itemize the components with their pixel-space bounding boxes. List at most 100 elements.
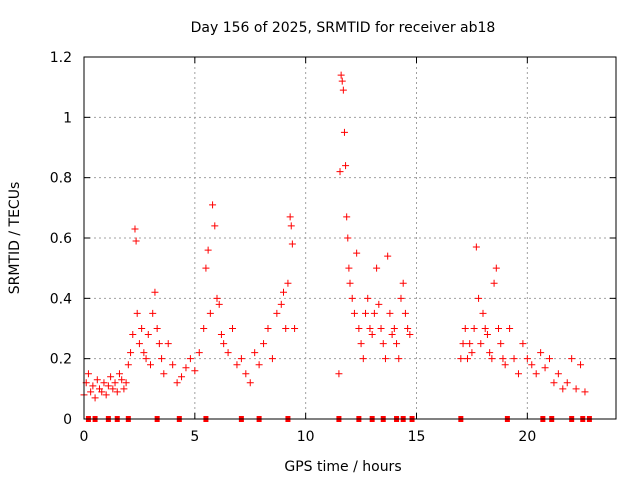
data-point bbox=[273, 309, 281, 317]
data-point bbox=[87, 388, 95, 396]
data-point bbox=[477, 340, 485, 348]
x-axis-label: GPS time / hours bbox=[284, 459, 401, 475]
data-point bbox=[288, 240, 296, 248]
data-point bbox=[336, 168, 344, 176]
data-point bbox=[340, 128, 348, 136]
data-points bbox=[80, 71, 589, 402]
data-point bbox=[401, 309, 409, 317]
x-tick-label: 20 bbox=[518, 429, 536, 445]
data-point bbox=[406, 331, 414, 339]
data-point bbox=[568, 355, 576, 363]
data-point bbox=[499, 355, 507, 363]
data-point bbox=[242, 370, 250, 378]
data-point bbox=[132, 237, 140, 245]
data-point bbox=[541, 364, 549, 372]
data-point bbox=[155, 340, 163, 348]
data-point bbox=[395, 355, 403, 363]
data-point bbox=[483, 331, 491, 339]
data-point bbox=[368, 331, 376, 339]
data-point bbox=[397, 294, 405, 302]
data-point bbox=[260, 340, 268, 348]
data-point bbox=[514, 370, 522, 378]
y-tick-label: 0.4 bbox=[50, 291, 72, 307]
data-point bbox=[173, 379, 181, 387]
data-point bbox=[381, 355, 389, 363]
data-point bbox=[107, 373, 115, 381]
data-point bbox=[343, 213, 351, 221]
data-point bbox=[338, 77, 346, 85]
y-tick-label: 0.2 bbox=[50, 352, 72, 368]
data-point bbox=[127, 349, 135, 357]
data-point bbox=[149, 309, 157, 317]
data-point bbox=[350, 309, 358, 317]
data-point bbox=[532, 370, 540, 378]
data-point bbox=[264, 325, 272, 332]
data-point bbox=[370, 309, 378, 317]
data-point bbox=[506, 325, 514, 332]
data-point bbox=[364, 294, 372, 302]
data-point bbox=[178, 373, 186, 381]
data-point bbox=[399, 279, 407, 287]
y-tick-label: 0 bbox=[63, 412, 72, 428]
data-point bbox=[362, 309, 370, 317]
data-point bbox=[528, 361, 536, 369]
data-point bbox=[339, 86, 347, 94]
data-point bbox=[475, 294, 483, 302]
data-point bbox=[366, 325, 374, 332]
data-point bbox=[220, 340, 228, 348]
data-point bbox=[158, 355, 166, 363]
data-point bbox=[211, 222, 219, 230]
data-point bbox=[115, 370, 123, 378]
data-point bbox=[217, 331, 225, 339]
data-point bbox=[206, 309, 214, 317]
data-point bbox=[102, 391, 110, 399]
data-point bbox=[355, 325, 363, 332]
data-point bbox=[348, 294, 356, 302]
y-ticks: 0 0.2 0.4 0.6 0.8 1 1.2 bbox=[50, 50, 616, 428]
data-point bbox=[335, 370, 343, 378]
data-point bbox=[466, 340, 474, 348]
y-axis-label: SRMTID / TECUs bbox=[7, 182, 23, 295]
data-point bbox=[284, 279, 292, 287]
data-point bbox=[109, 385, 117, 393]
data-point bbox=[209, 201, 217, 209]
data-point bbox=[519, 340, 527, 348]
data-point bbox=[470, 325, 478, 332]
data-point bbox=[182, 364, 190, 372]
data-point bbox=[501, 361, 509, 369]
data-point bbox=[160, 370, 168, 378]
data-point bbox=[287, 222, 295, 230]
data-point bbox=[93, 376, 101, 384]
data-point bbox=[457, 355, 465, 363]
data-point bbox=[384, 252, 392, 260]
x-tick-label: 15 bbox=[408, 429, 426, 445]
data-point bbox=[390, 325, 398, 332]
data-point bbox=[204, 246, 212, 254]
data-point bbox=[120, 385, 128, 393]
data-point bbox=[337, 71, 345, 79]
data-point bbox=[224, 349, 232, 357]
data-point bbox=[490, 279, 498, 287]
data-point bbox=[342, 162, 350, 170]
data-point bbox=[492, 264, 500, 272]
data-point bbox=[481, 325, 489, 332]
data-point bbox=[129, 331, 137, 339]
data-point bbox=[138, 325, 146, 332]
data-point bbox=[486, 349, 494, 357]
data-point bbox=[246, 379, 254, 387]
data-point bbox=[554, 370, 562, 378]
data-point bbox=[237, 355, 245, 363]
data-point bbox=[375, 300, 383, 308]
data-point bbox=[577, 361, 585, 369]
data-point bbox=[282, 325, 290, 332]
data-point bbox=[268, 355, 276, 363]
data-point bbox=[98, 388, 106, 396]
data-point bbox=[537, 349, 545, 357]
data-point bbox=[111, 379, 119, 387]
data-point bbox=[164, 340, 172, 348]
data-point bbox=[472, 243, 480, 251]
data-point bbox=[202, 264, 210, 272]
data-point bbox=[169, 361, 177, 369]
data-point bbox=[581, 388, 589, 396]
data-point bbox=[229, 325, 237, 332]
